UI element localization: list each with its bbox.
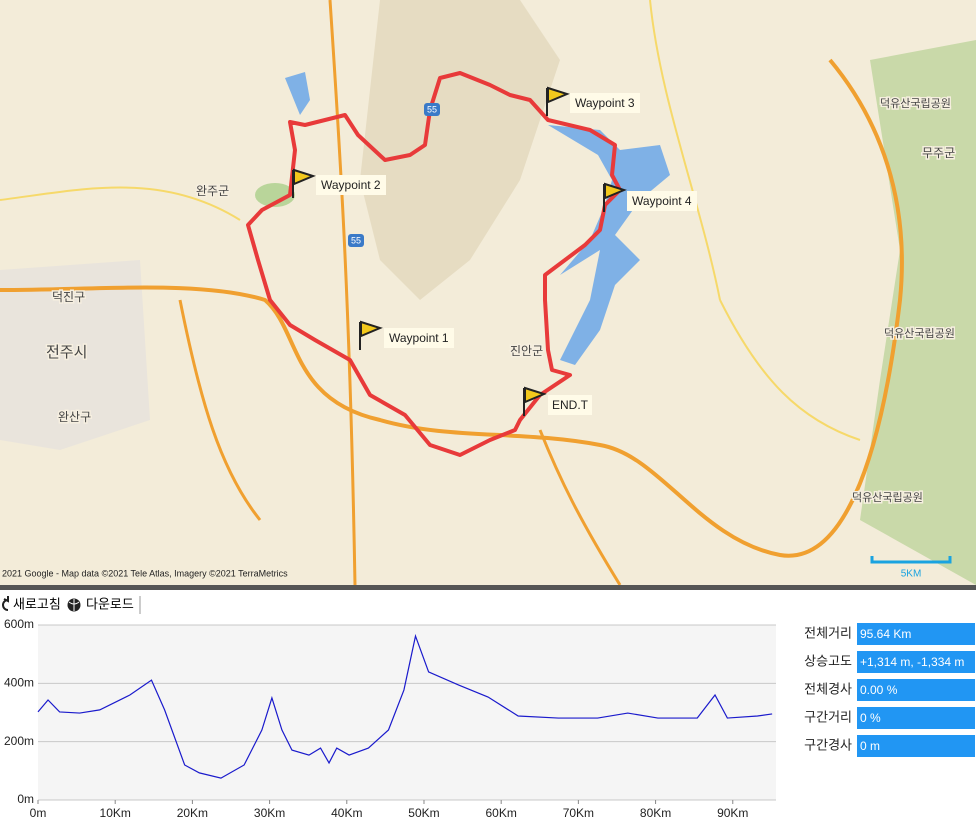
- waypoint-box: [548, 395, 592, 415]
- place-label: 덕진구: [52, 290, 85, 304]
- lake: [548, 125, 670, 365]
- elevation-line: [37, 633, 773, 779]
- waypoint[interactable]: Waypoint 4: [603, 182, 697, 212]
- stat-label: 전체경사: [804, 681, 852, 696]
- place-label: 진안군: [510, 344, 543, 358]
- y-tick-label: 0m: [17, 792, 34, 806]
- park: [255, 183, 295, 207]
- stat-box: [857, 735, 975, 757]
- flag: [546, 86, 570, 116]
- stat-label: 상승고도: [804, 653, 852, 668]
- waypoint-box: [627, 191, 697, 211]
- globe-icon: [68, 599, 80, 611]
- city: [0, 260, 150, 450]
- stat-value: 0.00 %: [860, 683, 898, 697]
- waypoint-label: Waypoint 4: [632, 194, 692, 208]
- x-tick-label: 80Km: [640, 806, 671, 820]
- waypoint-box: [570, 93, 640, 113]
- stat-box: [857, 651, 975, 673]
- place-label: 덕유산국립공원: [880, 97, 951, 110]
- place-label: 무주군: [922, 146, 955, 160]
- y-tick-label: 600m: [4, 617, 34, 631]
- x-tick-label: 50Km: [408, 806, 439, 820]
- download-label: 다운로드: [86, 596, 134, 611]
- x-tick-label: 40Km: [331, 806, 362, 820]
- stat-box: [857, 707, 975, 729]
- y-tick-label: 400m: [4, 676, 34, 690]
- waypoint-label: Waypoint 2: [321, 178, 381, 192]
- x-tick-label: 20Km: [177, 806, 208, 820]
- stat-box: [857, 679, 975, 701]
- download-button[interactable]: 다운로드: [67, 596, 134, 612]
- x-tick-label: 10Km: [100, 806, 131, 820]
- stat-value: 0 m: [860, 739, 880, 753]
- scale-label: 5KM: [901, 569, 922, 580]
- stat-value: 95.64 Km: [860, 627, 911, 641]
- x-tick-label: 0m: [30, 806, 47, 820]
- waypoint-label: Waypoint 3: [575, 96, 635, 110]
- highway: [0, 58, 904, 558]
- refresh-label: 새로고침: [13, 596, 61, 611]
- stat-value: +1,314 m, -1,334 m: [860, 655, 964, 669]
- lake: [285, 72, 310, 115]
- refresh-button[interactable]: 새로고침: [2, 596, 61, 611]
- flag: [292, 168, 316, 198]
- terrain: [360, 0, 560, 300]
- waypoint[interactable]: Waypoint 1: [359, 320, 454, 350]
- waypoint-box: [384, 328, 454, 348]
- waypoint[interactable]: Waypoint 3: [546, 86, 640, 116]
- place-label: 덕유산국립공원: [884, 327, 955, 340]
- waypoint-label: Waypoint 1: [389, 331, 449, 345]
- refresh-icon: [2, 596, 9, 611]
- place-label: 완주군: [196, 184, 229, 198]
- y-tick-label: 200m: [4, 734, 34, 748]
- waypoint[interactable]: END.T: [523, 386, 592, 416]
- place-label: 전주시: [46, 344, 87, 361]
- stat-label: 전체거리: [804, 625, 852, 640]
- x-tick-label: 30Km: [254, 806, 285, 820]
- route: [246, 71, 622, 457]
- x-tick-label: 60Km: [486, 806, 517, 820]
- route-shield: [424, 103, 440, 116]
- flag: [359, 320, 383, 350]
- x-tick-label: 70Km: [563, 806, 594, 820]
- copyright: 2021 Google - Map data ©2021 Tele Atlas,…: [2, 568, 288, 578]
- stat-value: 0 %: [860, 711, 881, 725]
- scale-bar: [870, 556, 952, 564]
- waypoint-box: [316, 175, 386, 195]
- route-shield-label: 55: [351, 235, 361, 245]
- place-label: 완산구: [58, 410, 91, 424]
- stats-panel: 전체거리 95.64 Km 상승고도 +1,314 m, -1,334 m 전체경사 0.…: [804, 623, 975, 757]
- road: [0, 0, 861, 441]
- route-shield: [348, 234, 364, 247]
- x-tick-label: 90Km: [717, 806, 748, 820]
- stat-label: 구간거리: [804, 709, 852, 724]
- flag: [523, 386, 547, 416]
- place-label: 덕유산국립공원: [852, 491, 923, 504]
- stat-box: [857, 623, 975, 645]
- divider: [0, 585, 976, 590]
- flag: [603, 182, 627, 212]
- chart: 0m 200m 400m 600m 0m 10Km 20Km 30Km 40Km 50Km 60Km…: [4, 617, 776, 820]
- stat-label: 구간경사: [804, 737, 852, 752]
- highway: [178, 0, 622, 586]
- route-shield-label: 55: [427, 104, 437, 114]
- map[interactable]: 완주군 진안군 전주시 덕진구 완산구 무주군 덕유산국립공원 덕유산국립공원 …: [0, 0, 976, 586]
- waypoint[interactable]: Waypoint 2: [292, 168, 386, 198]
- waypoint-label: END.T: [552, 398, 589, 412]
- plot-area: [38, 625, 776, 800]
